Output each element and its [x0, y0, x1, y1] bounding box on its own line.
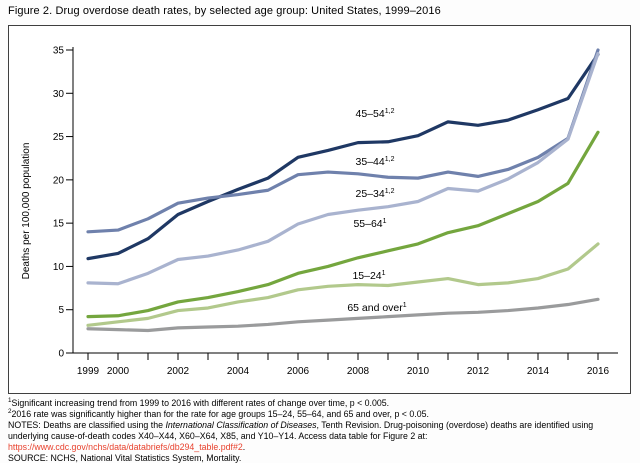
- x-tick-label: 2004: [227, 366, 250, 377]
- y-tick-label: 20: [53, 175, 65, 186]
- figure-title: Figure 2. Drug overdose death rates, by …: [8, 5, 441, 17]
- line-25-34: [86, 51, 600, 286]
- footnotes: 1Significant increasing trend from 1999 …: [8, 397, 635, 463]
- x-tick-label: 2012: [467, 366, 490, 377]
- notes-text-2: , Tenth Revision. Drug-poisoning (overdo…: [8, 419, 594, 441]
- y-tick-label: 35: [53, 46, 65, 57]
- line-45-54: [86, 52, 600, 261]
- label-superscript-25-34: 1,2: [385, 188, 395, 195]
- chart-box: Deaths per 100,000 population 0 5 10 15 20 25…: [8, 25, 631, 394]
- x-tick-label: 2006: [287, 366, 310, 377]
- x-tick-label: 2014: [527, 366, 550, 377]
- line-chart: Deaths per 100,000 population 0 5 10 15 20 25…: [21, 46, 618, 377]
- label-text-55-64: 55–64: [353, 218, 382, 230]
- label-text-35-44: 35–44: [356, 156, 385, 168]
- y-tick-label: 15: [53, 219, 65, 230]
- series-lines: [86, 48, 600, 333]
- data-table-link[interactable]: https://www.cdc.gov/nchs/data/databriefs…: [8, 441, 243, 452]
- notes-text-1: NOTES: Deaths are classified using the: [8, 419, 166, 430]
- y-axis-title: Deaths per 100,000 population: [21, 143, 32, 280]
- notes-period: .: [242, 441, 246, 452]
- label-superscript-55-64: 1: [383, 218, 387, 225]
- notes-icd-italic: International Classification of Diseases: [165, 419, 317, 430]
- line-35-44: [86, 48, 600, 234]
- label-55-64: 55–641: [353, 218, 386, 230]
- x-tick-label: 2002: [167, 366, 190, 377]
- y-tick-label: 25: [53, 132, 65, 143]
- notes-line: NOTES: Deaths are classified using the I…: [8, 420, 635, 453]
- y-tick-label: 0: [58, 349, 64, 360]
- label-text-15-24: 15–24: [352, 270, 381, 282]
- axes: 0 5 10 15 20 25 30 35 1999 2000 2002 2004 2006 2008 20…: [53, 46, 618, 377]
- footnote-2: 22016 rate was significantly higher than…: [8, 407, 635, 420]
- label-superscript-15-24: 1: [382, 270, 386, 277]
- label-35-44: 35–441,2: [356, 156, 395, 168]
- label-45-54: 45–541,2: [356, 108, 395, 120]
- footnote-2-text: 2016 rate was significantly higher than …: [11, 408, 429, 419]
- label-25-34: 25–341,2: [356, 188, 395, 200]
- label-superscript-65-over: 1: [403, 302, 407, 309]
- footnote-1-text: Significant increasing trend from 1999 t…: [11, 398, 390, 408]
- y-tick-label: 5: [58, 305, 64, 316]
- footnote-1-marker: 1: [8, 397, 12, 405]
- footnote-2-marker: 2: [8, 407, 12, 415]
- x-tick-label: 2000: [107, 366, 130, 377]
- x-tick-label: 2010: [407, 366, 430, 377]
- footnote-1: 1Significant increasing trend from 1999 …: [8, 397, 635, 409]
- line-55-64: [86, 130, 600, 319]
- label-15-24: 15–241: [352, 270, 385, 282]
- line-65-over: [86, 297, 600, 333]
- label-text-65-over: 65 and over: [347, 302, 403, 314]
- label-text-25-34: 25–34: [356, 188, 385, 200]
- x-tick-label: 2008: [347, 366, 370, 377]
- line-15-24: [86, 242, 600, 327]
- y-tick-label: 30: [53, 89, 65, 100]
- label-65-over: 65 and over1: [347, 302, 406, 314]
- x-tick-label: 1999: [77, 366, 100, 377]
- label-superscript-35-44: 1,2: [385, 156, 395, 163]
- y-tick-label: 10: [53, 262, 65, 273]
- label-superscript-45-54: 1,2: [385, 108, 395, 115]
- x-tick-label: 2016: [587, 366, 610, 377]
- label-text-45-54: 45–54: [356, 108, 385, 120]
